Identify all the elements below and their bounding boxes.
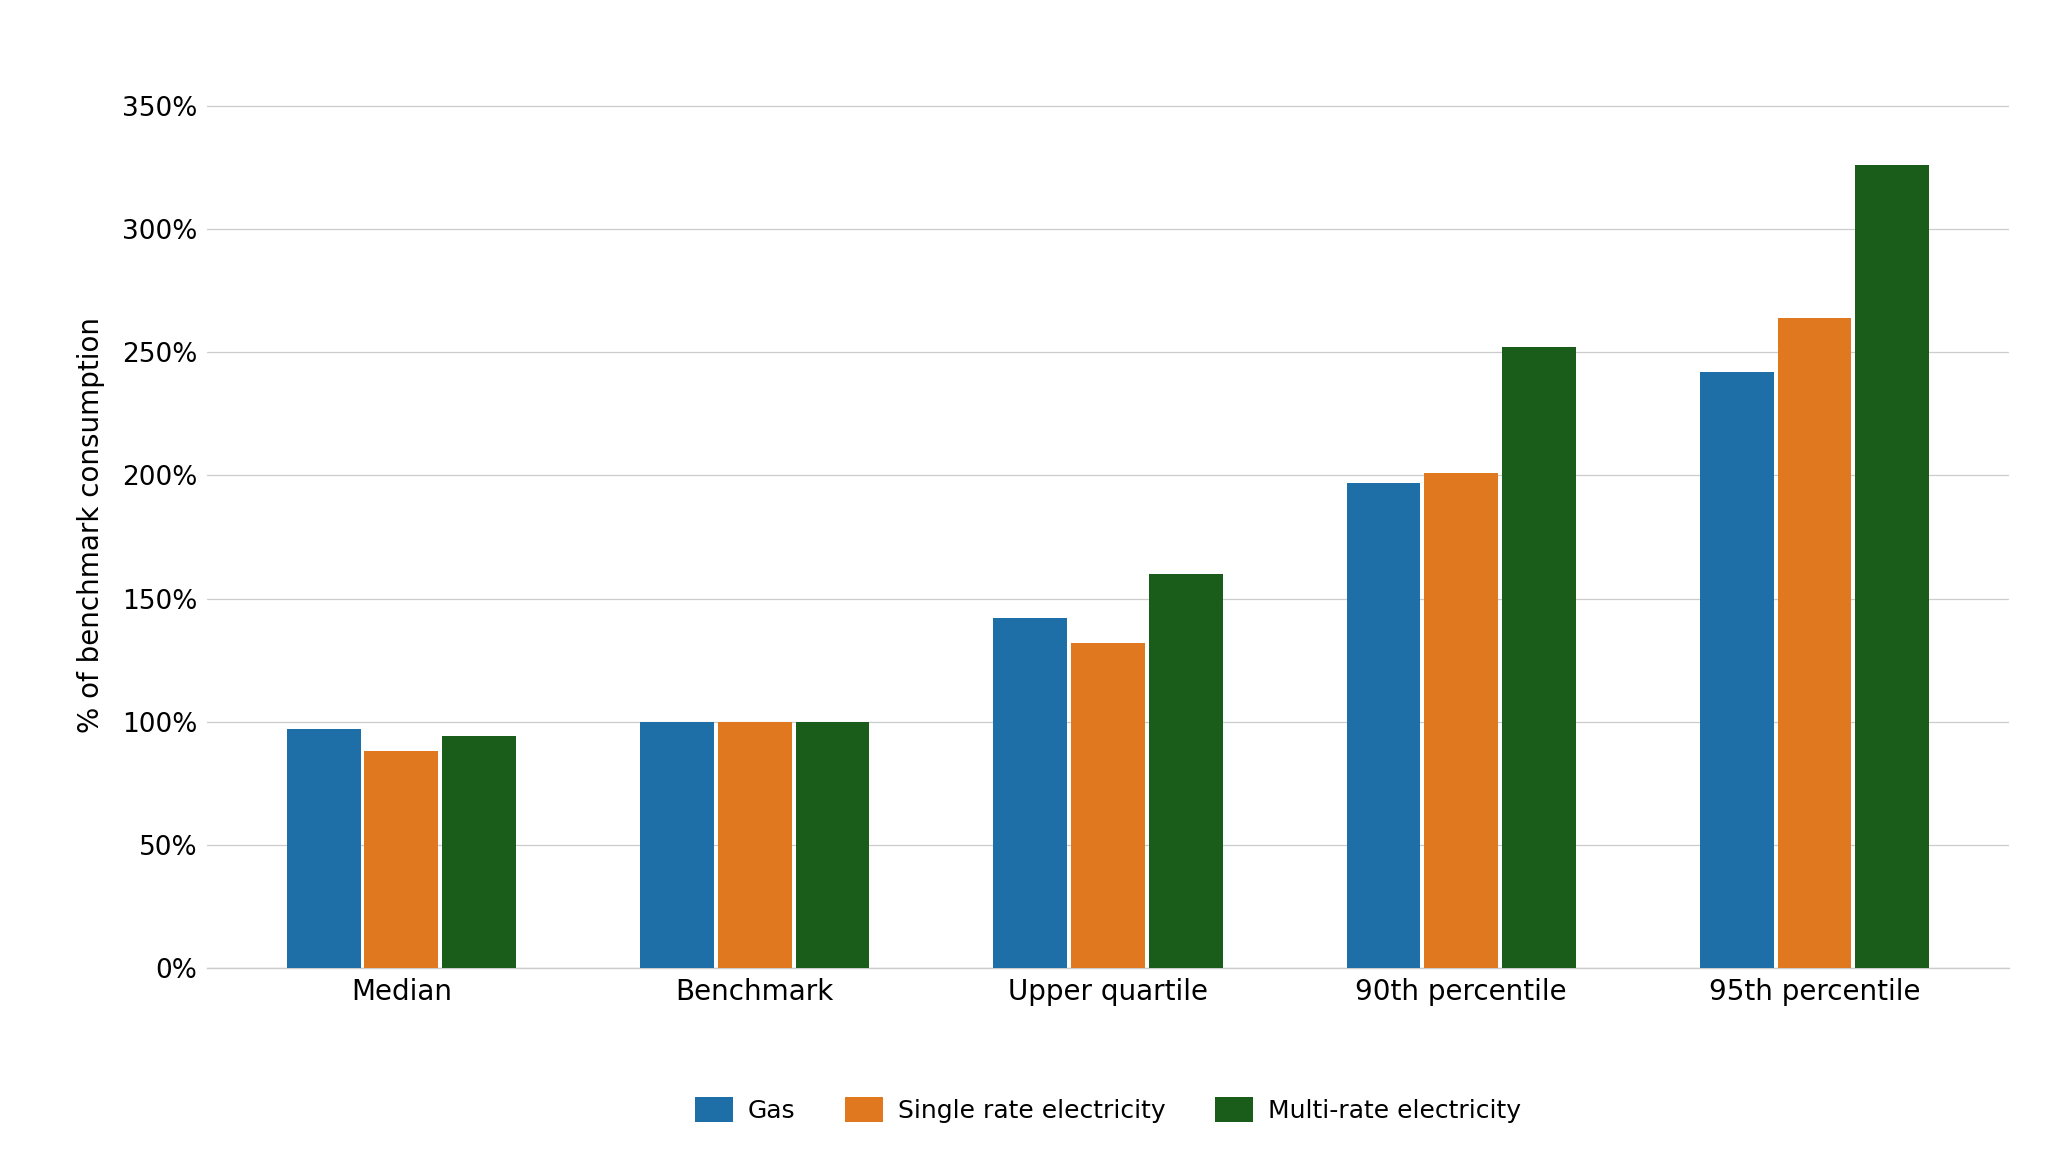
Bar bbox=[286, 729, 360, 968]
Bar bbox=[1425, 473, 1497, 968]
Bar bbox=[719, 722, 791, 968]
Bar bbox=[640, 722, 714, 968]
Bar bbox=[443, 737, 516, 968]
Bar bbox=[364, 751, 439, 968]
Bar bbox=[1501, 347, 1576, 968]
Legend: Gas, Single rate electricity, Multi-rate electricity: Gas, Single rate electricity, Multi-rate… bbox=[686, 1087, 1530, 1133]
Bar bbox=[1856, 166, 1930, 968]
Y-axis label: % of benchmark consumption: % of benchmark consumption bbox=[77, 317, 106, 732]
Bar bbox=[795, 722, 870, 968]
Bar bbox=[1700, 372, 1773, 968]
Bar bbox=[1777, 318, 1851, 968]
Bar bbox=[1346, 483, 1421, 968]
Bar bbox=[994, 618, 1067, 968]
Bar bbox=[1071, 642, 1145, 968]
Bar bbox=[1149, 574, 1222, 968]
